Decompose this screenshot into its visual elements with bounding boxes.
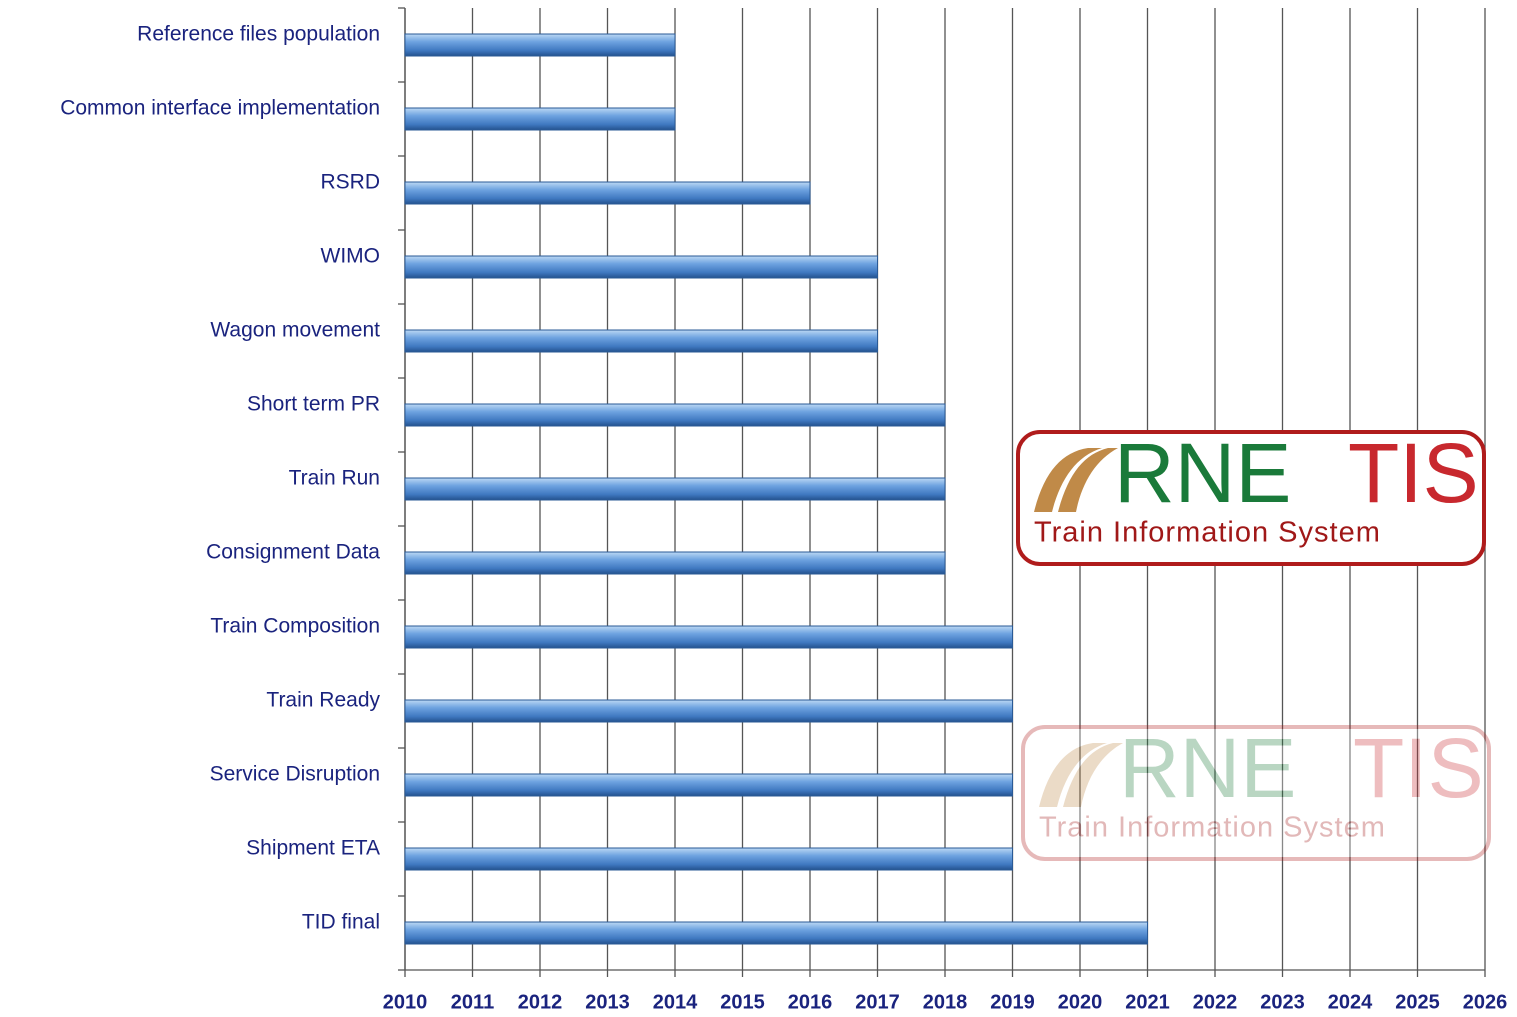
y-tick-label: Service Disruption bbox=[210, 763, 380, 786]
x-tick-label: 2023 bbox=[1260, 991, 1305, 1013]
y-tick-label: Common interface implementation bbox=[60, 97, 380, 120]
bar bbox=[404, 329, 878, 353]
logo-brand: RNE bbox=[1119, 721, 1296, 815]
logo-product: TIS bbox=[1348, 426, 1479, 520]
bar bbox=[404, 625, 1013, 649]
plot-area: 2010 2011 2012 2013 2014 2015 2016 2017 2018 2019… bbox=[60, 7, 1508, 1013]
y-tick-label: TID final bbox=[302, 911, 380, 934]
bar bbox=[404, 107, 676, 131]
x-tick-label: 2016 bbox=[788, 991, 833, 1013]
x-tick-label: 2024 bbox=[1328, 991, 1373, 1013]
y-tick-label: Train Ready bbox=[266, 689, 380, 712]
logo-tagline: Train Information System bbox=[1034, 517, 1381, 549]
bar bbox=[404, 699, 1013, 723]
x-tick-label: 2022 bbox=[1193, 991, 1238, 1013]
y-tick-label: Short term PR bbox=[247, 393, 380, 416]
bar bbox=[404, 255, 878, 279]
logo-frame bbox=[1021, 725, 1491, 861]
logo-frame bbox=[1016, 430, 1486, 566]
x-tick-label: 2019 bbox=[990, 991, 1035, 1013]
y-tick-label: Consignment Data bbox=[206, 541, 380, 564]
x-tick-label: 2017 bbox=[855, 991, 900, 1013]
x-tick-label: 2011 bbox=[451, 991, 494, 1013]
y-tick-label: WIMO bbox=[321, 245, 380, 268]
bar bbox=[404, 477, 946, 501]
y-tick-label: Train Composition bbox=[210, 615, 380, 638]
x-tick-label: 2026 bbox=[1463, 991, 1508, 1013]
y-tick-label: Train Run bbox=[289, 467, 380, 490]
logo: RNE TIS Train Information System bbox=[1021, 721, 1491, 861]
x-tick-label: 2010 bbox=[383, 991, 428, 1013]
x-tick-label: 2021 bbox=[1125, 991, 1170, 1013]
logo-tagline: Train Information System bbox=[1039, 812, 1386, 844]
bar bbox=[404, 33, 676, 57]
y-tick-label: RSRD bbox=[320, 171, 380, 194]
x-tick-label: 2020 bbox=[1058, 991, 1103, 1013]
logo-icon bbox=[1034, 448, 1118, 512]
logo: RNE TIS Train Information System bbox=[1016, 426, 1486, 566]
logo-brand: RNE bbox=[1114, 426, 1291, 520]
x-tick-label: 2015 bbox=[720, 991, 765, 1013]
bar bbox=[404, 403, 946, 427]
x-tick-label: 2025 bbox=[1395, 991, 1440, 1013]
bar bbox=[404, 181, 811, 205]
x-tick-label: 2018 bbox=[923, 991, 968, 1013]
x-tick-label: 2013 bbox=[585, 991, 630, 1013]
logo-icon bbox=[1039, 743, 1123, 807]
bar bbox=[404, 773, 1013, 797]
x-tick-label: 2012 bbox=[518, 991, 563, 1013]
bar bbox=[404, 847, 1013, 871]
logo-product: TIS bbox=[1353, 721, 1484, 815]
y-tick-label: Wagon movement bbox=[210, 319, 380, 342]
bar bbox=[404, 551, 946, 575]
y-tick-label: Shipment ETA bbox=[246, 837, 380, 860]
y-tick-label: Reference files population bbox=[137, 23, 380, 46]
x-tick-label: 2014 bbox=[653, 991, 698, 1013]
bar bbox=[404, 921, 1148, 945]
